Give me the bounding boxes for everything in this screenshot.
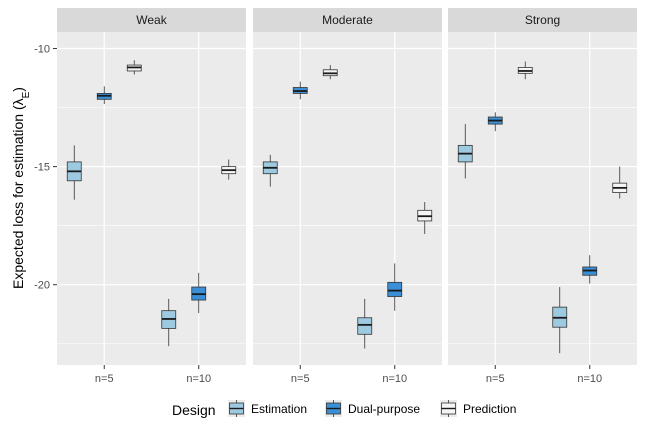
box-weak-n-5-prediction xyxy=(126,60,142,75)
box-body xyxy=(387,281,403,297)
y-axis-title: Expected loss for estimation (λE) xyxy=(10,87,32,289)
legend-item-estimation: Estimation xyxy=(228,400,307,417)
box-moderate-n-5-prediction xyxy=(322,65,338,80)
legend-label-dual-purpose: Dual-purpose xyxy=(348,402,420,416)
y-axis-title-text: Expected loss for estimation (λ xyxy=(10,98,26,289)
strip-label-moderate: Moderate xyxy=(322,13,373,27)
box-moderate-n-10-dual-purpose xyxy=(387,263,403,311)
x-tick-label-2-0: n=5 xyxy=(486,373,505,385)
panel-bg-moderate xyxy=(253,32,442,365)
strip-label-strong: Strong xyxy=(525,13,560,27)
box-weak-n-5-estimation xyxy=(66,145,82,200)
box-weak-n-10-prediction xyxy=(221,159,237,180)
legend-label-prediction: Prediction xyxy=(463,402,516,416)
x-axis: n=5 n=10 n=5 n=10 n=5 n=10 xyxy=(95,365,602,385)
box-weak-n-10-dual-purpose xyxy=(191,272,207,314)
box-weak-n-10-estimation xyxy=(161,298,177,347)
x-tick-label-0-0: n=5 xyxy=(95,373,114,385)
y-axis: -10 -15 -20 xyxy=(34,44,57,292)
x-tick-label-1-1: n=10 xyxy=(382,373,407,385)
strip-strong xyxy=(448,8,637,32)
y-tick-label-1: -15 xyxy=(34,162,50,174)
box-strong-n-10-prediction xyxy=(612,166,628,199)
legend-item-prediction: Prediction xyxy=(440,400,516,417)
box-moderate-n-10-estimation xyxy=(357,298,373,349)
y-tick-label-0: -10 xyxy=(34,44,50,56)
y-axis-title-subscript: E xyxy=(21,91,32,98)
legend-title: Design xyxy=(172,402,216,418)
x-tick-label-2-1: n=10 xyxy=(577,373,602,385)
facet-panels: Weak Moderate Strong xyxy=(57,8,637,365)
box-strong-n-5-prediction xyxy=(517,61,533,80)
facet-moderate: Moderate xyxy=(253,8,442,365)
box-strong-n-10-dual-purpose xyxy=(582,255,598,284)
box-strong-n-5-estimation xyxy=(457,124,473,179)
panel-bg-strong xyxy=(448,32,637,365)
legend: Design Estimation Dual-purpose Prediction xyxy=(172,400,516,418)
box-weak-n-5-dual-purpose xyxy=(96,86,112,105)
strip-weak xyxy=(57,8,246,32)
strip-moderate xyxy=(253,8,442,32)
strip-label-weak: Weak xyxy=(136,13,167,27)
x-tick-label-0-1: n=10 xyxy=(186,373,211,385)
box-strong-n-10-estimation xyxy=(552,287,568,354)
box-strong-n-5-dual-purpose xyxy=(487,112,503,132)
panel-bg-weak xyxy=(57,32,246,365)
box-moderate-n-10-prediction xyxy=(417,202,433,234)
box-moderate-n-5-dual-purpose xyxy=(292,81,308,100)
box-body xyxy=(357,317,373,335)
y-axis-title-close: ) xyxy=(10,87,26,92)
x-tick-label-1-0: n=5 xyxy=(291,373,310,385)
y-tick-label-2: -20 xyxy=(34,280,50,292)
legend-item-dual-purpose: Dual-purpose xyxy=(325,400,420,417)
box-moderate-n-5-estimation xyxy=(262,154,278,187)
facet-strong: Strong xyxy=(448,8,637,365)
legend-label-estimation: Estimation xyxy=(251,402,307,416)
facet-weak: Weak xyxy=(57,8,246,365)
